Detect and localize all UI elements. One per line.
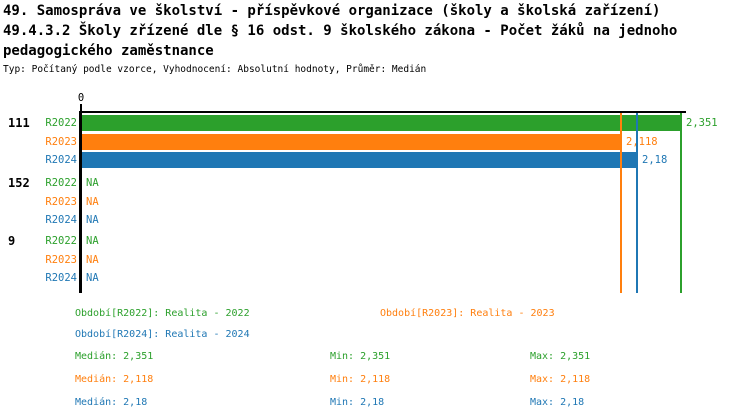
chart-subtitle: Typ: Počítaný podle vzorce, Vyhodnocení:… xyxy=(3,64,427,75)
group-label-152: 152 xyxy=(8,176,30,190)
y-axis-line xyxy=(79,111,82,293)
bar-row-label-152-R2022: R2022 xyxy=(45,177,77,189)
stat-median-r2024: Medián: 2,18 xyxy=(75,397,148,408)
legend-item-r2022: Období[R2022]: Realita - 2022 xyxy=(75,308,250,319)
bar-111-R2024 xyxy=(82,152,637,168)
stat-min-r2022: Min: 2,351 xyxy=(330,351,391,362)
stat-min-r2023: Min: 2,118 xyxy=(330,374,391,385)
na-label-152-R2022: NA xyxy=(86,177,99,189)
na-label-9-R2024: NA xyxy=(86,272,99,284)
na-label-9-R2023: NA xyxy=(86,253,99,266)
bar-row-label-152-R2023: R2023 xyxy=(45,195,77,208)
legend-item-r2023: Období[R2023]: Realita - 2023 xyxy=(380,308,555,319)
plot-top-line xyxy=(81,111,686,113)
median-line-r2024 xyxy=(636,111,638,293)
bar-row-label-9-R2023: R2023 xyxy=(45,253,77,266)
bar-111-R2022 xyxy=(82,115,681,131)
bar-row-label-111-R2024: R2024 xyxy=(45,154,77,166)
stat-median-r2022: Medián: 2,351 xyxy=(75,351,154,362)
group-label-9: 9 xyxy=(8,234,16,248)
group-label-111: 111 xyxy=(8,116,30,130)
na-label-9-R2022: NA xyxy=(86,235,99,247)
bar-value-label-111-R2022: 2,351 xyxy=(686,117,718,129)
bar-111-R2023 xyxy=(82,133,621,150)
bar-row-label-9-R2022: R2022 xyxy=(45,235,77,247)
bar-row-label-152-R2024: R2024 xyxy=(45,214,77,226)
na-label-152-R2024: NA xyxy=(86,214,99,226)
bar-row-label-111-R2023: R2023 xyxy=(45,135,77,148)
stat-max-r2024: Max: 2,18 xyxy=(530,397,585,408)
x-axis-zero-label: 0 xyxy=(77,92,85,104)
plot-area: R2022 2,351 R2023 2,118 R2024 2,18 111 R2022 NA R… xyxy=(0,85,750,300)
bar-row-label-9-R2024: R2024 xyxy=(45,272,77,284)
na-label-152-R2023: NA xyxy=(86,195,99,208)
median-line-r2022 xyxy=(680,111,682,293)
chart-title-line1: 49. Samospráva ve školství - příspěvkové… xyxy=(3,3,661,19)
chart-title-line3: pedagogického zaměstnance xyxy=(3,43,214,59)
stat-max-r2023: Max: 2,118 xyxy=(530,374,591,385)
bar-value-label-111-R2024: 2,18 xyxy=(642,154,668,166)
stat-min-r2024: Min: 2,18 xyxy=(330,397,385,408)
chart-title-line2: 49.4.3.2 Školy zřízené dle § 16 odst. 9 … xyxy=(3,23,678,39)
bar-row-label-111-R2022: R2022 xyxy=(45,117,77,129)
legend-item-r2024: Období[R2024]: Realita - 2024 xyxy=(75,329,250,340)
x-axis-zero-tick xyxy=(80,104,82,111)
stat-median-r2023: Medián: 2,118 xyxy=(75,374,154,385)
bar-value-label-111-R2023: 2,118 xyxy=(626,135,658,148)
median-line-r2023 xyxy=(620,111,622,293)
stat-max-r2022: Max: 2,351 xyxy=(530,351,591,362)
